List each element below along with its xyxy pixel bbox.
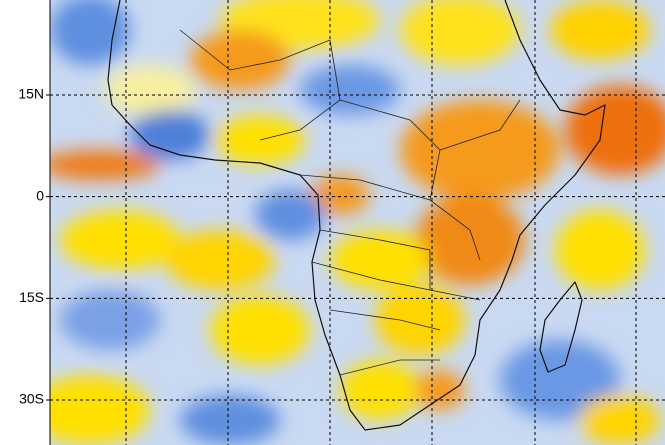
lat-tick-label: 0 xyxy=(36,187,44,203)
coastline xyxy=(107,0,606,431)
anomaly-field xyxy=(50,0,665,445)
country-borders xyxy=(179,29,521,376)
madagascar xyxy=(539,281,583,373)
lat-tick-label: 15S xyxy=(19,289,44,305)
lat-tick-label: 15N xyxy=(18,86,44,102)
lat-tick-label: 30S xyxy=(19,391,44,407)
